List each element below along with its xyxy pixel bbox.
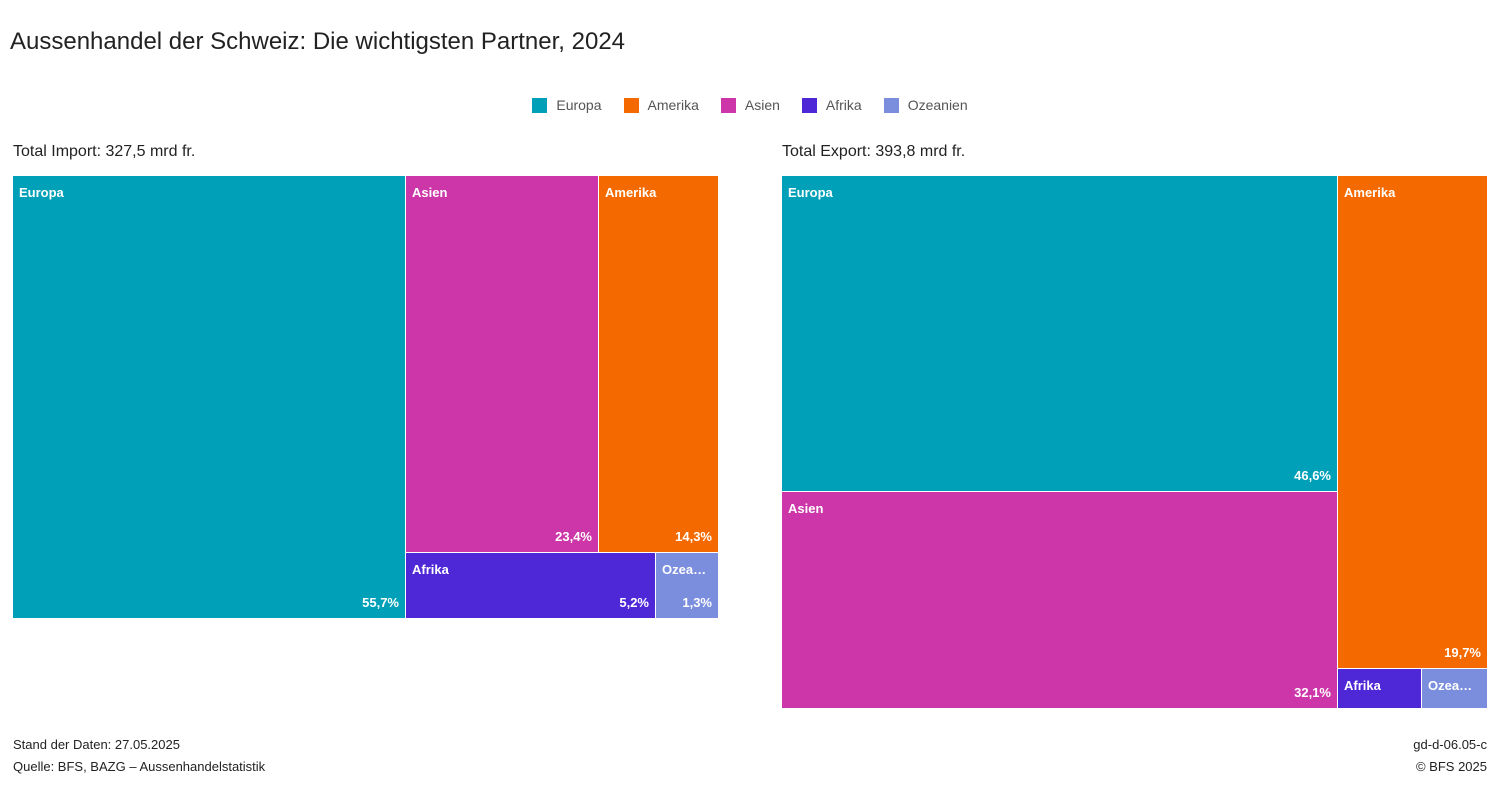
tile-value: 19,7%: [1444, 645, 1481, 660]
data-date: Stand der Daten: 27.05.2025: [13, 737, 180, 752]
legend-label: Amerika: [647, 97, 699, 113]
legend-swatch: [623, 97, 639, 113]
import-tile-afrika[interactable]: Afrika 5,2%: [406, 553, 656, 619]
legend-swatch: [532, 97, 548, 113]
copyright: © BFS 2025: [1415, 759, 1487, 774]
tile-label: Europa: [788, 185, 833, 200]
legend-item-afrika[interactable]: Afrika: [801, 97, 862, 113]
footer-left: Stand der Daten: 27.05.2025 Quelle: BFS,…: [13, 734, 265, 778]
legend-item-amerika[interactable]: Amerika: [623, 97, 699, 113]
export-tile-europa[interactable]: Europa 46,6%: [782, 176, 1338, 492]
import-panel-title: Total Import: 327,5 mrd fr.: [13, 143, 196, 160]
tile-label: Europa: [19, 185, 64, 200]
legend-swatch: [801, 97, 817, 113]
legend-item-asien[interactable]: Asien: [720, 97, 780, 113]
tile-label: Asien: [412, 185, 448, 200]
import-tile-amerika[interactable]: Amerika 14,3%: [599, 176, 719, 553]
export-tile-asien[interactable]: Asien 32,1%: [782, 492, 1338, 709]
tile-label: Ozea…: [1428, 678, 1473, 693]
footer-right: gd-d-06.05-c © BFS 2025: [1413, 734, 1487, 778]
legend-label: Ozeanien: [907, 97, 968, 113]
tile-value: 46,6%: [1294, 468, 1331, 483]
legend-label: Asien: [744, 97, 780, 113]
export-tile-amerika[interactable]: Amerika 19,7%: [1338, 176, 1488, 669]
tile-value: 23,4%: [555, 529, 592, 544]
chart-code: gd-d-06.05-c: [1413, 737, 1487, 752]
legend-swatch: [720, 97, 736, 113]
legend-swatch: [883, 97, 899, 113]
tile-value: 55,7%: [362, 595, 399, 610]
tile-value: 5,2%: [619, 595, 649, 610]
tile-value: 32,1%: [1294, 685, 1331, 700]
export-panel-title: Total Export: 393,8 mrd fr.: [782, 143, 966, 160]
tile-label: Amerika: [605, 185, 657, 200]
legend: Europa Amerika Asien Afrika Ozeanien: [0, 97, 1500, 113]
data-source: Quelle: BFS, BAZG – Aussenhandelstatisti…: [13, 759, 266, 774]
chart-title: Aussenhandel der Schweiz: Die wichtigste…: [10, 28, 626, 55]
legend-label: Afrika: [825, 97, 862, 113]
tile-label: Amerika: [1344, 185, 1396, 200]
tile-label: Afrika: [412, 562, 449, 577]
legend-item-europa[interactable]: Europa: [532, 97, 602, 113]
tile-value: 1,3%: [682, 595, 712, 610]
legend-item-ozeanien[interactable]: Ozeanien: [883, 97, 968, 113]
tile-label: Afrika: [1344, 678, 1381, 693]
legend-label: Europa: [556, 97, 602, 113]
tile-label: Asien: [788, 501, 824, 516]
import-tile-asien[interactable]: Asien 23,4%: [406, 176, 599, 553]
import-tile-ozeanien[interactable]: Ozea… 1,3%: [656, 553, 719, 619]
import-tile-europa[interactable]: Europa 55,7%: [13, 176, 406, 619]
tile-label: Ozea…: [662, 562, 707, 577]
export-tile-ozeanien[interactable]: Ozea…: [1422, 669, 1488, 709]
tile-value: 14,3%: [675, 529, 712, 544]
export-tile-afrika[interactable]: Afrika: [1338, 669, 1422, 709]
